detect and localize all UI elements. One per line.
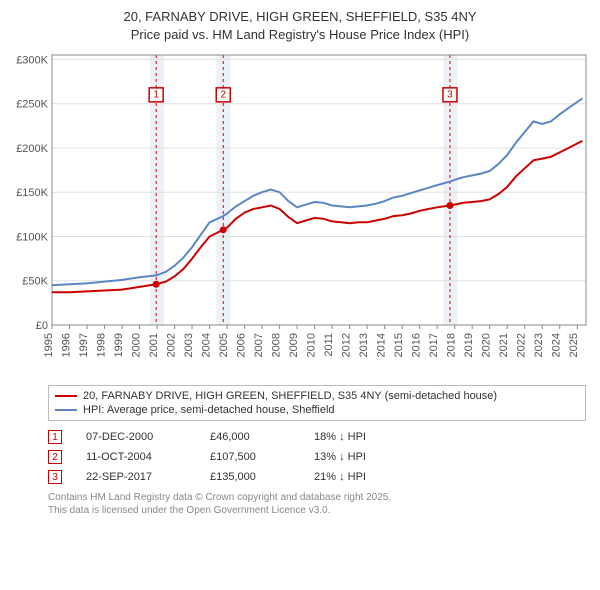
svg-text:2003: 2003	[183, 333, 195, 357]
svg-text:2014: 2014	[376, 333, 388, 357]
svg-text:2021: 2021	[498, 333, 510, 357]
sale-row: 3 22-SEP-2017 £135,000 21% ↓ HPI	[48, 467, 586, 487]
svg-text:2010: 2010	[306, 333, 318, 357]
legend-row: HPI: Average price, semi-detached house,…	[55, 403, 579, 417]
sale-date: 22-SEP-2017	[86, 471, 186, 483]
svg-text:2009: 2009	[288, 333, 300, 357]
sale-row: 1 07-DEC-2000 £46,000 18% ↓ HPI	[48, 427, 586, 447]
svg-text:1997: 1997	[78, 333, 90, 357]
svg-text:1996: 1996	[61, 333, 73, 357]
attribution-line-1: Contains HM Land Registry data © Crown c…	[48, 491, 586, 504]
svg-text:2022: 2022	[516, 333, 528, 357]
sales-table: 1 07-DEC-2000 £46,000 18% ↓ HPI 2 11-OCT-2004…	[48, 427, 586, 487]
svg-text:2008: 2008	[271, 333, 283, 357]
sale-delta: 18% ↓ HPI	[314, 431, 404, 443]
sale-price: £107,500	[210, 451, 290, 463]
legend-label: HPI: Average price, semi-detached house,…	[83, 404, 335, 416]
legend-label: 20, FARNABY DRIVE, HIGH GREEN, SHEFFIELD…	[83, 390, 497, 402]
svg-text:1: 1	[153, 89, 159, 100]
sale-date: 07-DEC-2000	[86, 431, 186, 443]
plot-area: £0 £50K £100K £150K £200K £250K £300K 1995 1996 1…	[10, 49, 590, 379]
svg-text:2018: 2018	[446, 333, 458, 357]
svg-text:1998: 1998	[96, 333, 108, 357]
svg-text:2015: 2015	[393, 333, 405, 357]
title-line-1: 20, FARNABY DRIVE, HIGH GREEN, SHEFFIELD…	[10, 8, 590, 26]
attribution-line-2: This data is licensed under the Open Gov…	[48, 504, 586, 517]
svg-text:2001: 2001	[148, 333, 160, 357]
svg-text:2007: 2007	[253, 333, 265, 357]
svg-text:£50K: £50K	[22, 276, 48, 288]
svg-text:3: 3	[447, 89, 453, 100]
svg-text:1999: 1999	[113, 333, 125, 357]
svg-text:£150K: £150K	[16, 187, 48, 199]
svg-text:2012: 2012	[341, 333, 353, 357]
title-line-2: Price paid vs. HM Land Registry's House …	[10, 26, 590, 44]
sale-price: £135,000	[210, 471, 290, 483]
svg-text:2020: 2020	[481, 333, 493, 357]
svg-text:£0: £0	[36, 320, 48, 332]
sale-marker: 1	[48, 430, 62, 444]
sale-price: £46,000	[210, 431, 290, 443]
sale-marker: 2	[48, 450, 62, 464]
svg-text:2019: 2019	[463, 333, 475, 357]
sale-marker: 3	[48, 470, 62, 484]
svg-text:£200K: £200K	[16, 143, 48, 155]
sale-row: 2 11-OCT-2004 £107,500 13% ↓ HPI	[48, 447, 586, 467]
svg-text:2005: 2005	[218, 333, 230, 357]
legend-swatch	[55, 395, 77, 397]
svg-text:2000: 2000	[131, 333, 143, 357]
chart-svg: £0 £50K £100K £150K £200K £250K £300K 1995 1996 1…	[10, 49, 590, 379]
svg-text:2006: 2006	[236, 333, 248, 357]
svg-text:2017: 2017	[428, 333, 440, 357]
svg-text:£300K: £300K	[16, 55, 48, 67]
svg-text:2013: 2013	[358, 333, 370, 357]
svg-text:£250K: £250K	[16, 99, 48, 111]
sale-delta: 13% ↓ HPI	[314, 451, 404, 463]
svg-text:2025: 2025	[568, 333, 580, 357]
sale-delta: 21% ↓ HPI	[314, 471, 404, 483]
attribution: Contains HM Land Registry data © Crown c…	[48, 491, 586, 517]
chart-title-block: 20, FARNABY DRIVE, HIGH GREEN, SHEFFIELD…	[10, 8, 590, 43]
chart-container: 20, FARNABY DRIVE, HIGH GREEN, SHEFFIELD…	[0, 0, 600, 523]
svg-text:1995: 1995	[43, 333, 55, 357]
legend-row: 20, FARNABY DRIVE, HIGH GREEN, SHEFFIELD…	[55, 389, 579, 403]
sale-date: 11-OCT-2004	[86, 451, 186, 463]
svg-text:2023: 2023	[533, 333, 545, 357]
svg-text:2002: 2002	[166, 333, 178, 357]
svg-text:2024: 2024	[551, 333, 563, 357]
legend: 20, FARNABY DRIVE, HIGH GREEN, SHEFFIELD…	[48, 385, 586, 421]
svg-text:2011: 2011	[323, 333, 335, 357]
svg-text:2: 2	[220, 89, 226, 100]
svg-text:2004: 2004	[201, 333, 213, 357]
legend-swatch	[55, 409, 77, 411]
svg-text:2016: 2016	[411, 333, 423, 357]
svg-text:£100K: £100K	[16, 232, 48, 244]
